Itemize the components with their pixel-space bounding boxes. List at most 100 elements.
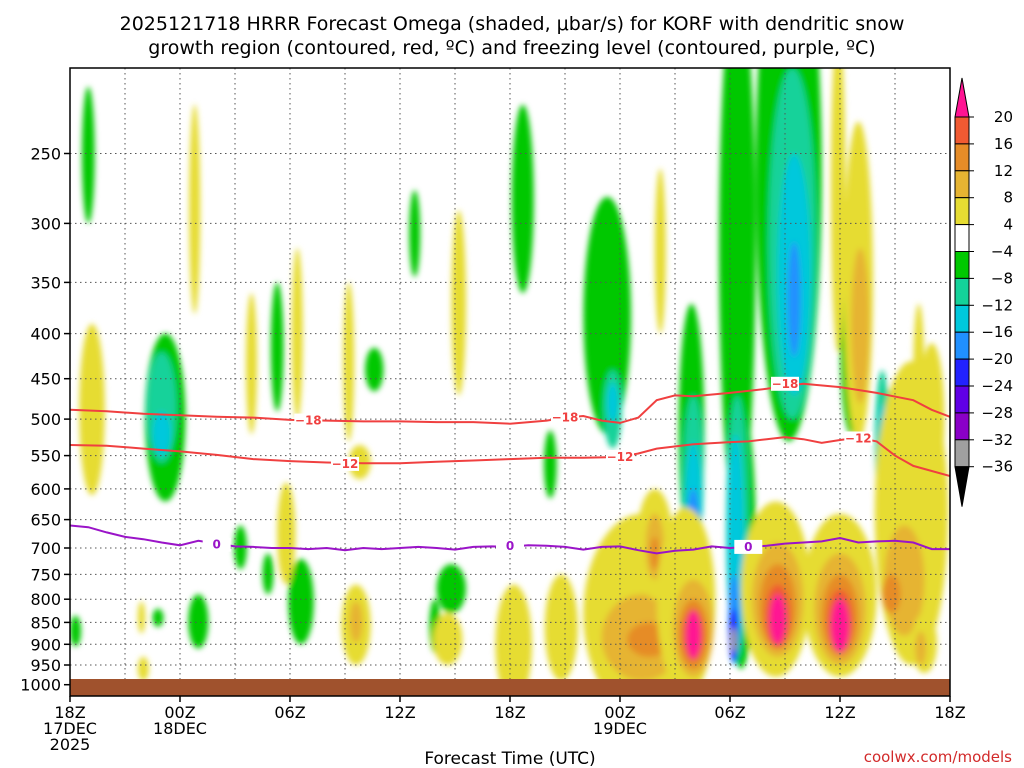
colorbar-tick-label: −24 [981, 377, 1013, 395]
colorbar-swatch [954, 224, 970, 253]
colorbar-swatch [954, 331, 970, 360]
colorbar-tick-label: 16 [994, 135, 1013, 153]
terrain-ground [70, 679, 950, 696]
chart-title-line-2: growth region (contoured, red, ºC) and f… [148, 37, 875, 59]
omega-shaded-area [409, 190, 421, 277]
contour-label-background [496, 538, 524, 553]
y-tick-label: 650 [30, 511, 61, 530]
x-tick-label: 00Z [164, 703, 195, 722]
contour-label-background [844, 431, 873, 446]
contour-label-background [294, 413, 323, 428]
contour-label: −12 [607, 450, 634, 464]
contour-label: 0 [744, 540, 752, 554]
omega-shaded-area [451, 210, 467, 396]
y-tick-label: 500 [30, 410, 61, 429]
colorbar-tick-label: −4 [991, 243, 1013, 261]
omega-shaded-area [583, 196, 631, 435]
x-tick-label: 06Z [274, 703, 305, 722]
omega-shaded-area [830, 68, 846, 353]
omega-shaded-area [137, 601, 146, 634]
colorbar-swatch [954, 304, 970, 333]
colorbar-tick-label: −12 [981, 296, 1013, 314]
contour-label-background [606, 450, 634, 464]
y-tick-label: 800 [30, 590, 61, 609]
omega-shaded-area [365, 347, 384, 392]
colorbar-tick-label: −8 [991, 269, 1013, 287]
y-tick-label: 750 [30, 565, 61, 584]
contour-label: −18 [295, 414, 322, 428]
omega-shaded-area [270, 282, 284, 412]
colorbar-tick-label: −32 [981, 431, 1013, 449]
x-tick-label: 18Z [54, 703, 85, 722]
omega-shaded-area [719, 68, 756, 514]
omega-shaded-area [544, 574, 578, 681]
y-tick-label: 850 [30, 613, 61, 632]
y-tick-label: 950 [30, 656, 61, 675]
colorbar: 20 16 12 8 4 −4 −8 −12 −16 −20 −24 −28 −32 −36 [954, 77, 1013, 507]
omega-shaded-area [152, 411, 171, 456]
contour-label-background [202, 537, 231, 552]
y-tick-label: 600 [30, 480, 61, 499]
y-tick-label: 450 [30, 370, 61, 389]
omega-shaded-area [288, 558, 314, 645]
omega-shaded-area [607, 382, 619, 423]
colorbar-tick-label: 4 [1003, 216, 1013, 234]
omega-shaded-area [343, 282, 355, 442]
omega-shaded-area [543, 430, 557, 499]
omega-shaded-area [787, 242, 801, 357]
omega-shaded-area [188, 594, 209, 649]
credit-text: coolwx.com/models [864, 748, 1012, 766]
omega-shaded-area [81, 86, 95, 224]
y-tick-label: 300 [30, 214, 61, 233]
omega-shaded-area [769, 594, 786, 645]
omega-shaded-area [137, 656, 149, 681]
y-tick-label: 550 [30, 447, 61, 466]
omega-shaded-area [830, 599, 850, 653]
contour-label: −18 [772, 377, 799, 391]
x-tick-label: 19DEC [593, 719, 647, 738]
colorbar-tick-label: −16 [981, 323, 1013, 341]
x-axis-title: Forecast Time (UTC) [424, 749, 595, 768]
x-tick-label: 2025 [50, 735, 91, 754]
contour-label: 0 [213, 538, 221, 552]
omega-shaded-area [189, 104, 201, 314]
colorbar-tick-label: 20 [994, 108, 1013, 126]
omega-shaded-area [915, 631, 927, 666]
y-tick-label: 700 [30, 539, 61, 558]
contour-label-background [551, 410, 579, 425]
colorbar-tick-label: 12 [994, 162, 1013, 180]
omega-shaded-area [262, 553, 274, 595]
plot-area: −18 −18 −18 −12 −12 −12 0 0 0 [70, 68, 950, 696]
omega-shaded-area [882, 574, 901, 614]
chart-title-line-1: 2025121718 HRRR Forecast Omega (shaded, … [120, 13, 905, 35]
omega-shaded-area [495, 584, 532, 696]
x-tick-label: 12Z [824, 703, 855, 722]
x-tick-label: 17DEC [43, 719, 97, 738]
omega-shaded-area [654, 168, 666, 334]
colorbar-tick-label: 8 [1003, 189, 1013, 207]
colorbar-swatch [954, 251, 970, 279]
omega-shaded-area [851, 248, 870, 404]
contour-label: −18 [552, 411, 579, 425]
colorbar-swatch [954, 412, 970, 441]
x-tick-label: 18Z [494, 703, 525, 722]
y-tick-label: 350 [30, 273, 61, 292]
y-tick-label: 900 [30, 635, 61, 654]
omega-shaded-area [918, 343, 945, 496]
contour-line [70, 436, 950, 477]
colorbar-swatch-max [954, 77, 970, 118]
colorbar-swatch [954, 358, 970, 387]
contour-label: −12 [845, 432, 872, 446]
omega-shading [70, 68, 949, 696]
y-tick-label: 400 [30, 325, 61, 344]
contour-label-background [771, 376, 799, 391]
colorbar-swatch [954, 170, 970, 199]
contour-label: 0 [506, 539, 514, 553]
omega-shaded-area [686, 610, 701, 659]
colorbar-swatch-min [954, 466, 970, 507]
omega-shaded-area [152, 608, 164, 627]
y-axis: 250 300 350 400 450 500 550 600 650 700 750 800 850 9… [20, 145, 70, 695]
contour-label-background [331, 456, 359, 471]
omega-shaded-area [79, 323, 105, 496]
